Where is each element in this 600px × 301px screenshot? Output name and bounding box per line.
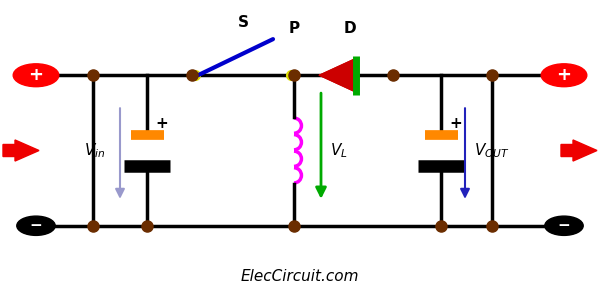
Circle shape — [541, 64, 587, 87]
Circle shape — [17, 216, 55, 235]
Text: D: D — [343, 21, 356, 36]
Text: ElecCircuit.com: ElecCircuit.com — [241, 269, 359, 284]
FancyArrow shape — [561, 140, 597, 161]
Text: S: S — [238, 15, 248, 30]
Text: +: + — [557, 66, 571, 84]
Text: −: − — [29, 218, 43, 233]
FancyArrow shape — [3, 140, 39, 161]
Text: $V_{OUT}$: $V_{OUT}$ — [474, 141, 510, 160]
Text: $V_{in}$: $V_{in}$ — [83, 141, 105, 160]
Text: $V_L$: $V_L$ — [330, 141, 348, 160]
Text: +: + — [29, 66, 44, 84]
Polygon shape — [320, 59, 355, 92]
Text: P: P — [289, 21, 299, 36]
Circle shape — [13, 64, 59, 87]
Text: −: − — [557, 218, 571, 233]
Text: +: + — [155, 116, 169, 131]
Circle shape — [545, 216, 583, 235]
Text: +: + — [449, 116, 463, 131]
